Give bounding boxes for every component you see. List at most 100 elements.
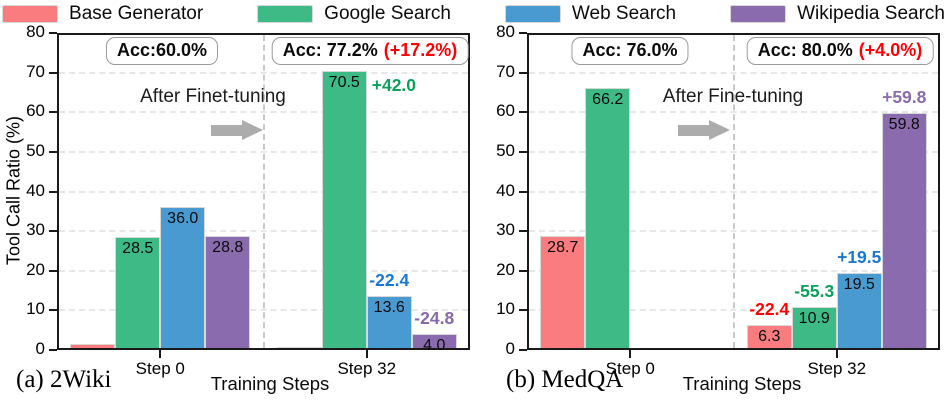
x-tick-label: Step 32 [337,359,397,378]
y-tick-label: 0 [35,339,45,358]
y-tick-mark [519,111,527,114]
legend-item-wikipedia-search: Wikipedia Search [730,3,945,25]
bar-base-generator-step-0 [70,343,116,350]
y-tick-label: 70 [496,61,515,81]
delta-label: +42.0 [371,74,417,95]
bar-value-label: 28.8 [212,238,244,256]
y-tick-label: 0 [505,339,515,358]
delta-label: +19.5 [837,246,882,267]
x-tick-label: Step 0 [135,359,185,378]
bar-value-label: 4.0 [423,337,446,355]
bar-base-generator-step-32 [746,325,792,350]
accuracy-box-2wiki-step0: Acc:60.0% [105,37,219,65]
transition-label-medqa: After Fine-tuning [662,86,804,107]
x-tick-label: Step 32 [807,359,867,378]
y-tick-label: 60 [496,101,515,121]
x-tick-mark [159,350,162,358]
y-tick-label: 20 [496,259,515,279]
bar-value-label: 28.5 [122,240,154,258]
y-tick-mark [49,71,57,74]
accuracy-box-medqa-step0: Acc: 76.0% [571,37,689,65]
transition-arrow-icon [211,120,263,141]
legend: Base Generator Google Search Web Search Wik… [0,1,947,27]
y-tick-mark [49,190,57,193]
y-tick-mark [49,230,57,233]
transition-label-2wiki: After Finet-tuning [140,86,286,107]
y-tick-mark [49,309,57,312]
bar-value-label: 28.7 [547,239,579,257]
y-tick-mark [519,71,527,74]
y-tick-mark [49,150,57,153]
accuracy-box-medqa-step32: Acc: 80.0% (+4.0%) [746,37,934,65]
y-tick-label: 30 [496,220,515,240]
accuracy-text: Acc: 76.0% [582,40,678,60]
x-axis-label-2wiki: Training Steps [210,373,330,394]
bar-wikipedia-search-step-32 [881,113,927,350]
y-tick-mark [49,349,57,351]
legend-swatch-google-search [257,5,314,23]
y-tick-mark [519,150,527,153]
legend-item-google-search: Google Search [257,3,451,25]
delta-label: +59.8 [882,87,927,108]
bar-value-label: 6.3 [758,328,781,346]
bar-web-search-step-32 [836,272,882,350]
y-tick-label: 70 [26,61,45,81]
bar-google-search-step-0 [585,87,631,350]
x-tick-mark [629,350,632,358]
accuracy-box-2wiki-step32: Acc: 77.2% (+17.2%) [271,37,469,65]
group-separator [732,35,735,348]
legend-item-label: Wikipedia Search [797,3,945,24]
bar-base-generator-step-32 [276,347,322,350]
accuracy-text: Acc:60.0% [116,40,208,60]
y-tick-label: 50 [26,140,45,160]
y-tick-label: 20 [26,259,45,279]
y-tick-label: 30 [26,220,45,240]
panel-caption-2wiki: (a) 2Wiki [16,366,112,393]
legend-item-base-generator: Base Generator [2,3,203,25]
arrow-shaft [211,125,242,136]
legend-swatch-base-generator [2,5,59,23]
accuracy-delta: (+4.0%) [858,40,923,60]
y-tick-mark [519,190,527,193]
y-tick-label: 80 [26,22,45,41]
bar-value-label: 70.5 [328,73,360,91]
y-tick-mark [519,230,527,233]
delta-label: -55.3 [794,280,835,301]
y-tick-label: 50 [496,140,515,160]
accuracy-text: Acc: 77.2% [282,40,378,60]
y-tick-mark [49,269,57,272]
y-tick-label: 80 [496,22,515,41]
y-tick-label: 40 [26,180,45,200]
y-tick-mark [49,32,57,34]
bar-google-search-step-0 [115,237,161,350]
bar-value-label: 36.0 [167,210,199,228]
bar-google-search-step-32 [321,70,367,350]
y-tick-mark [519,349,527,351]
arrow-head [709,120,730,140]
bar-web-search-step-0 [160,207,206,350]
arrow-shaft [678,125,709,136]
x-tick-mark [365,350,368,358]
delta-label: -22.4 [749,299,790,320]
transition-arrow-icon [678,120,730,141]
legend-item-label: Web Search [571,3,677,24]
bar-value-label: 13.6 [373,299,405,317]
legend-item-label: Base Generator [69,3,204,24]
group-separator [262,35,265,348]
x-axis-label-medqa: Training Steps [682,373,802,394]
bar-value-label: 66.2 [592,90,624,108]
x-tick-mark [835,350,838,358]
legend-swatch-wikipedia-search [730,5,787,23]
bar-value-label: 19.5 [843,275,875,293]
accuracy-text: Acc: 80.0% [757,40,853,60]
y-tick-label: 10 [26,299,45,319]
bar-value-label: 10.9 [798,309,830,327]
x-tick-label: Step 0 [605,359,655,378]
legend-item-web-search: Web Search [504,3,677,25]
y-tick-mark [49,111,57,114]
y-tick-mark [519,309,527,312]
accuracy-delta: (+17.2%) [383,40,458,60]
panel-caption-medqa: (b) MedQA [506,366,624,393]
delta-label: -22.4 [369,270,410,291]
